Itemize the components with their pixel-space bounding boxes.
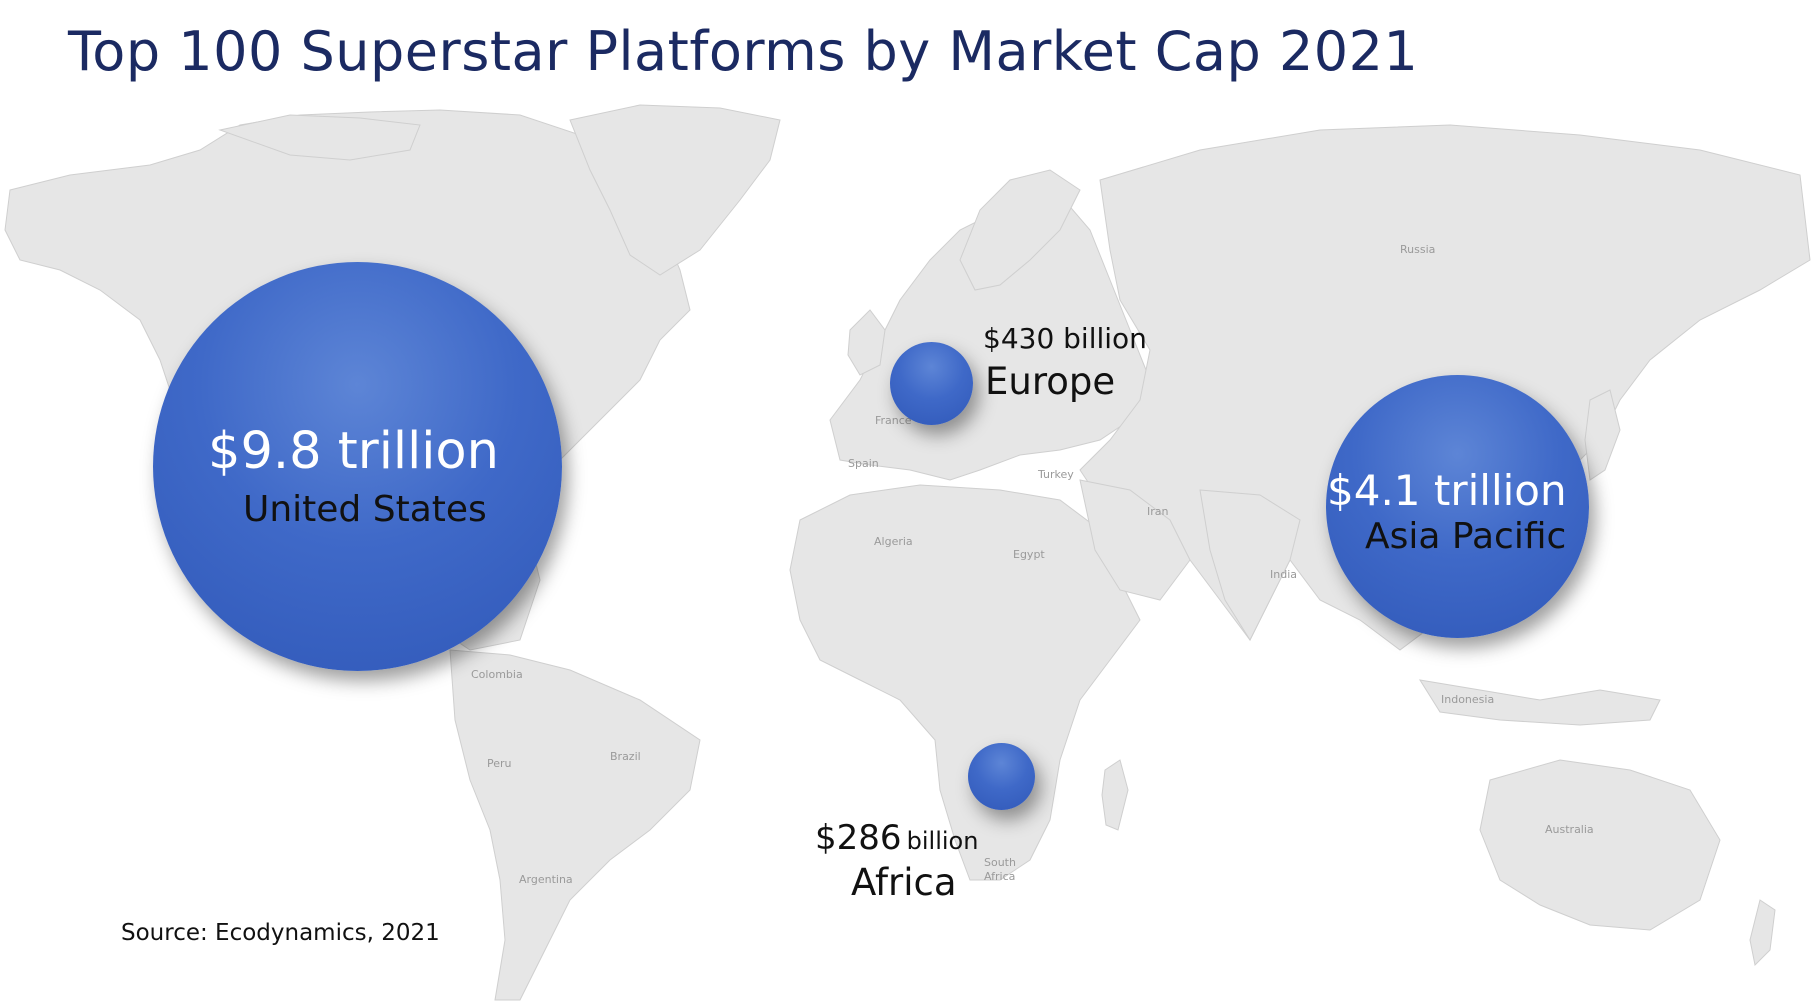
landmass-uk <box>847 309 886 376</box>
africa-value-amount: $286 <box>815 818 902 858</box>
africa-value-unit: billion <box>906 827 979 855</box>
landmass-madagascar <box>1101 759 1129 831</box>
europe-region-label: Europe <box>985 360 1116 403</box>
country-label-spain: Spain <box>848 457 879 470</box>
landmass-new-zealand <box>1749 899 1776 967</box>
africa-value-label: $286 billion <box>815 818 978 858</box>
landmass-scandinavia <box>959 169 1081 291</box>
country-label-south-africa-line2: Africa <box>984 870 1016 883</box>
europe-bubble <box>890 342 973 425</box>
country-label-brazil: Brazil <box>610 750 641 763</box>
landmass-arctic-islands <box>218 114 421 161</box>
country-label-india: India <box>1270 568 1297 581</box>
country-label-turkey: Turkey <box>1038 468 1074 481</box>
landmass-india <box>1199 489 1301 642</box>
landmass-africa <box>789 484 1141 881</box>
country-label-argentina: Argentina <box>519 873 573 886</box>
landmass-arabia <box>1079 479 1191 601</box>
landmass-australia <box>1479 759 1721 931</box>
asia-value-label: $4.1 trillion <box>1327 466 1567 515</box>
country-label-algeria: Algeria <box>874 535 913 548</box>
asia-region-label: Asia Pacific <box>1365 516 1567 557</box>
country-label-indonesia: Indonesia <box>1441 693 1495 706</box>
source-note: Source: Ecodynamics, 2021 <box>121 920 440 946</box>
africa-bubble <box>968 743 1035 810</box>
country-label-colombia: Colombia <box>471 668 523 681</box>
page-title: Top 100 Superstar Platforms by Market Ca… <box>68 20 1419 83</box>
asia-bubble <box>1326 375 1589 638</box>
us-bubble <box>153 262 562 671</box>
country-label-france: France <box>875 414 912 427</box>
country-label-australia: Australia <box>1545 823 1594 836</box>
country-label-south-africa-line1: South <box>984 856 1016 869</box>
landmass-greenland <box>569 104 781 276</box>
europe-value-label: $430 billion <box>983 322 1147 355</box>
country-label-russia: Russia <box>1400 243 1436 256</box>
landmass-indonesia <box>1418 679 1661 726</box>
country-label-peru: Peru <box>487 757 512 770</box>
us-value-label: $9.8 trillion <box>208 422 499 481</box>
landmass-south-america <box>449 649 701 1001</box>
us-region-label: United States <box>243 489 487 530</box>
landmass-japan <box>1584 389 1621 481</box>
africa-region-label: Africa <box>851 861 957 904</box>
country-label-egypt: Egypt <box>1013 548 1045 561</box>
country-label-iran: Iran <box>1147 505 1169 518</box>
